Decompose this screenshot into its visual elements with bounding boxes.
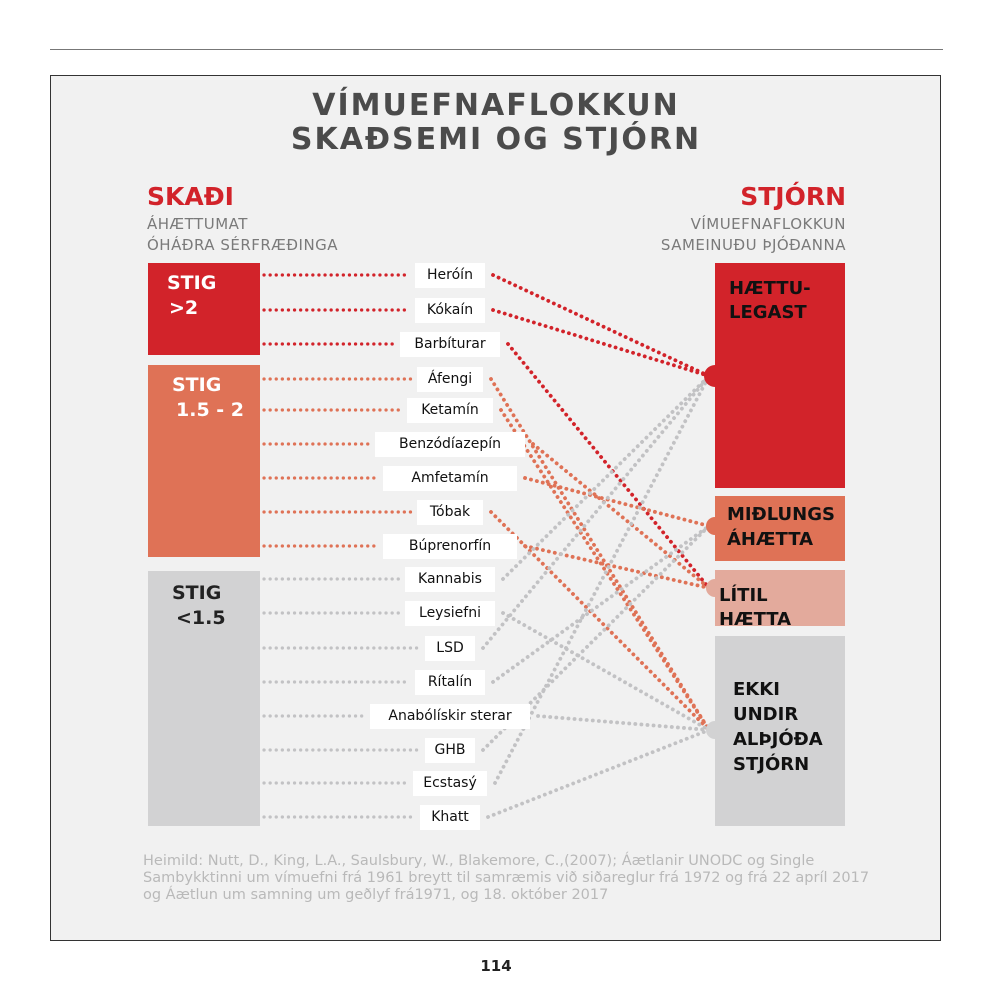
- control-box-moderate-label-2: ÁHÆTTA: [727, 529, 814, 550]
- control-connector: [491, 273, 711, 378]
- drug-label: Ketamín: [407, 398, 493, 423]
- harm-heading: SKAÐI: [147, 182, 234, 211]
- control-connector: [523, 544, 711, 590]
- control-connector: [491, 524, 711, 684]
- control-sub-2: SAMEINUÐU ÞJÓÐANNA: [660, 236, 846, 254]
- control-box-low-label-1: LÍTIL HÆTTA: [719, 585, 792, 630]
- page-number: 114: [480, 957, 512, 975]
- harm-sub-1: ÁHÆTTUMAT: [147, 215, 248, 233]
- drug-label: Ecstasý: [413, 771, 487, 796]
- drug-label: Kannabis: [405, 567, 495, 592]
- control-connector: [489, 510, 711, 732]
- control-box-uncontrolled-label-1: EKKI: [733, 679, 780, 700]
- top-rule: [50, 49, 943, 50]
- control-connector: [536, 714, 711, 732]
- drug-label: Khatt: [420, 805, 480, 830]
- control-connector: [531, 442, 711, 590]
- harm-box-medium-label-1: STIG: [172, 374, 222, 396]
- drug-label: GHB: [425, 738, 475, 763]
- harm-sub-2: ÓHÁÐRA SÉRFRÆÐINGA: [147, 236, 339, 254]
- drug-label: Rítalín: [415, 670, 485, 695]
- harm-box-low-label-2: <1.5: [176, 607, 226, 629]
- control-sub-1: VÍMUEFNAFLOKKUN: [690, 215, 846, 233]
- control-connector: [523, 476, 711, 528]
- harm-box-medium: STIG 1.5 - 2: [148, 365, 260, 557]
- control-box-uncontrolled-label-4: STJÓRN: [733, 754, 810, 775]
- drug-label: Anabólískir sterar: [370, 704, 530, 729]
- control-connector: [486, 728, 711, 819]
- control-box-low: LÍTIL HÆTTA: [715, 570, 845, 630]
- control-box-moderate: MIÐLUNGS ÁHÆTTA: [715, 496, 845, 561]
- source-line-2: Sambykktinni um vímuefni frá 1961 breytt…: [143, 870, 870, 886]
- harm-box-medium-label-2: 1.5 - 2: [176, 399, 244, 421]
- control-box-moderate-label-1: MIÐLUNGS: [727, 504, 835, 525]
- drug-label: Heróín: [415, 263, 485, 288]
- control-connector: [506, 342, 711, 590]
- control-connector: [493, 374, 711, 785]
- source-note: Heimild: Nutt, D., King, L.A., Saulsbury…: [143, 853, 903, 904]
- harm-box-low: STIG <1.5: [148, 571, 260, 826]
- control-heading: STJÓRN: [740, 182, 846, 211]
- control-connector: [501, 374, 711, 581]
- title-line-1: VÍMUEFNAFLOKKUN: [312, 88, 680, 123]
- drug-label: Tóbak: [417, 500, 483, 525]
- harm-box-high-label-2: >2: [169, 297, 199, 319]
- title-line-2: SKAÐSEMI OG STJÓRN: [290, 122, 702, 157]
- control-connector: [499, 408, 711, 732]
- drug-label: Amfetamín: [383, 466, 517, 491]
- drug-label: Barbíturar: [400, 332, 500, 357]
- control-box-most-dangerous-label-2: LEGAST: [729, 302, 807, 323]
- drug-label: Búprenorfín: [383, 534, 517, 559]
- control-connector: [491, 308, 711, 378]
- control-box-uncontrolled-label-2: UNDIR: [733, 704, 799, 725]
- drug-label: LSD: [425, 636, 475, 661]
- drug-label: Áfengi: [417, 367, 483, 392]
- drug-label: Benzódíazepín: [375, 432, 525, 457]
- harm-box-high-label-1: STIG: [167, 272, 217, 294]
- source-line-1: Heimild: Nutt, D., King, L.A., Saulsbury…: [143, 853, 815, 869]
- control-connector: [489, 377, 711, 732]
- source-line-3: og Áætlun um samning um geðlyf frá1971, …: [143, 887, 609, 903]
- control-box-uncontrolled: EKKI UNDIR ALÞJÓÐA STJÓRN: [715, 636, 845, 826]
- drug-label: Kókaín: [415, 298, 485, 323]
- control-connector: [481, 374, 711, 650]
- harm-box-low-label-1: STIG: [172, 582, 222, 604]
- harm-box-high: STIG >2: [148, 263, 260, 355]
- control-box-most-dangerous: HÆTTU- LEGAST: [715, 263, 845, 488]
- control-box-most-dangerous-label-1: HÆTTU-: [729, 278, 811, 299]
- control-box-uncontrolled-label-3: ALÞJÓÐA: [733, 729, 823, 750]
- drug-label: Leysiefni: [405, 601, 495, 626]
